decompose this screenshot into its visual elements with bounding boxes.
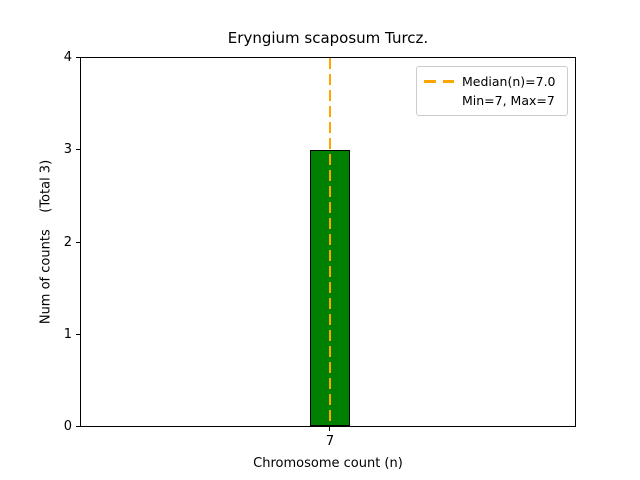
y-tick-label-0: 0 (63, 419, 72, 434)
x-tick-mark-7 (329, 427, 330, 431)
y-tick-mark-4 (76, 57, 80, 58)
x-tick-label-7: 7 (325, 434, 335, 449)
x-axis-label: Chromosome count (n) (253, 456, 403, 471)
y-tick-mark-2 (76, 242, 80, 243)
y-tick-label-2: 2 (63, 235, 72, 250)
median-line (329, 58, 331, 426)
y-tick-label-3: 3 (63, 142, 72, 157)
y-tick-label-1: 1 (63, 327, 72, 342)
y-tick-mark-1 (76, 334, 80, 335)
y-tick-label-4: 4 (63, 50, 72, 65)
y-tick-mark-3 (76, 149, 80, 150)
legend-label-median: Median(n)=7.0 (462, 74, 556, 89)
plot-area: Median(n)=7.0 Min=7, Max=7 (80, 57, 576, 427)
legend-label-minmax: Min=7, Max=7 (462, 93, 555, 108)
legend-entry-minmax: Min=7, Max=7 (424, 91, 560, 110)
legend: Median(n)=7.0 Min=7, Max=7 (416, 66, 568, 116)
y-tick-mark-0 (76, 426, 80, 427)
legend-entry-median: Median(n)=7.0 (424, 72, 560, 91)
dashed-line-icon (424, 80, 454, 83)
chart-title: Eryngium scaposum Turcz. (227, 29, 429, 47)
legend-sample-empty (424, 99, 454, 102)
